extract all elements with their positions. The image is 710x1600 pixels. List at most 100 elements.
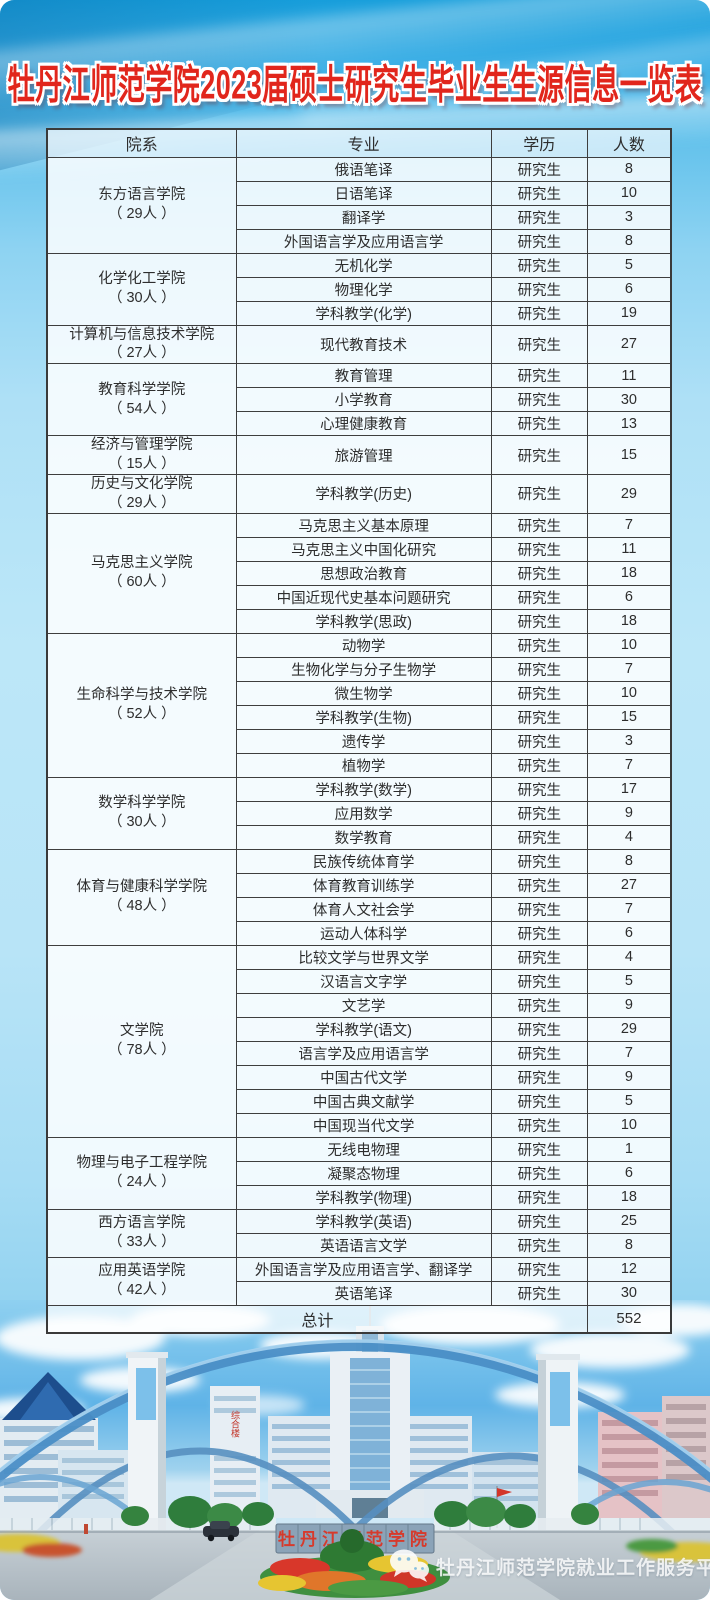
major-cell: 旅游管理 bbox=[235, 435, 492, 475]
college-name: 化学化工学院 bbox=[98, 271, 186, 288]
count-cell: 4 bbox=[586, 944, 672, 970]
count-cell: 18 bbox=[586, 608, 672, 634]
major-cell: 学科教学(生物) bbox=[235, 704, 492, 730]
count-cell: 6 bbox=[586, 1160, 672, 1186]
table-row: 数学科学学院（ 30人 ）学科教学(数学) 研究生 17 bbox=[46, 776, 672, 850]
page-title: 牡丹江师范学院2023届硕士研究生毕业生生源信息一览表 bbox=[7, 62, 703, 108]
major-cell: 遗传学 bbox=[235, 728, 492, 754]
major-cell: 中国现当代文学 bbox=[235, 1112, 492, 1138]
degree-cell: 研究生 bbox=[490, 1160, 588, 1186]
college-name: 生命科学与技术学院 bbox=[76, 687, 208, 704]
count-cell: 7 bbox=[586, 1040, 672, 1066]
degree-cell: 研究生 bbox=[490, 252, 588, 278]
major-cell: 学科教学(化学) bbox=[235, 300, 492, 326]
college-count-label: （ 60人 ） bbox=[107, 574, 176, 591]
count-cell: 8 bbox=[586, 1232, 672, 1258]
count-cell: 27 bbox=[586, 872, 672, 898]
major-cell: 学科教学(英语) bbox=[235, 1208, 492, 1234]
college-cell: 历史与文化学院 （ 29人 ） bbox=[46, 473, 237, 514]
major-cell: 马克思主义中国化研究 bbox=[235, 536, 492, 562]
degree-cell: 研究生 bbox=[490, 1256, 588, 1282]
degree-cell: 研究生 bbox=[490, 1184, 588, 1210]
major-cell: 教育管理 bbox=[235, 363, 492, 389]
college-count-label: （ 29人 ） bbox=[107, 206, 176, 222]
table-row: 心理健康教育 研究生 13 bbox=[47, 411, 672, 437]
table-row: 生命科学与技术学院（ 52人 ）动物学 研究生 10 bbox=[46, 632, 672, 778]
table-row: 体育教育训练学 研究生 27 bbox=[47, 872, 672, 898]
college-cell: 西方语言学院 （ 33人 ） bbox=[46, 1208, 237, 1258]
degree-cell: 研究生 bbox=[490, 1040, 588, 1066]
count-cell: 7 bbox=[586, 896, 672, 922]
major-cell: 马克思主义基本原理 bbox=[235, 512, 492, 538]
table-row: 西方语言学院 （ 33人 ） 学科教学(英语) 研究生 25 bbox=[46, 1208, 672, 1258]
count-cell: 29 bbox=[586, 1016, 672, 1042]
college-name: 西方语言学院 bbox=[98, 1215, 186, 1232]
count-cell: 7 bbox=[586, 752, 672, 778]
degree-cell: 研究生 bbox=[490, 1088, 588, 1114]
major-cell: 学科教学(物理) bbox=[235, 1184, 492, 1210]
table-row: 学科教学(生物) 研究生 15 bbox=[47, 704, 672, 730]
major-cell: 心理健康教育 bbox=[235, 411, 492, 437]
source-table: 院系 专业 学历 人数 东方语言学院（ 29人 ）俄语笔译 研究生 8 日语笔译 研究生… bbox=[46, 128, 672, 1335]
table-row: 体育与健康科学学院 （ 48人 ） 民族传统体育学 研究生 8 bbox=[46, 848, 672, 946]
table-row: 马克思主义学院（ 60人 ）马克思主义基本原理 研究生 7 bbox=[46, 512, 672, 634]
college-name: 教育科学学院 bbox=[98, 381, 186, 398]
table-row: 数学教育 研究生 4 bbox=[47, 824, 672, 850]
major-cell: 思想政治教育 bbox=[235, 560, 492, 586]
college-count-label: （ 52人 ） bbox=[107, 706, 176, 723]
count-cell: 8 bbox=[586, 848, 672, 874]
count-cell: 29 bbox=[586, 473, 672, 514]
major-cell: 民族传统体育学 bbox=[235, 848, 492, 874]
count-cell: 6 bbox=[586, 920, 672, 946]
table-row: 小学教育 研究生 30 bbox=[47, 387, 672, 413]
college-count-label: （ 48人 ） bbox=[107, 898, 176, 915]
major-cell: 生物化学与分子生物学 bbox=[235, 656, 492, 682]
major-cell: 中国古代文学 bbox=[235, 1064, 492, 1090]
degree-cell: 研究生 bbox=[490, 324, 588, 365]
degree-cell: 研究生 bbox=[490, 824, 588, 850]
degree-cell: 研究生 bbox=[490, 156, 588, 182]
college-count-label: （ 27人 ） bbox=[107, 345, 176, 362]
table-row: 生物化学与分子生物学 研究生 7 bbox=[47, 656, 672, 682]
degree-cell: 研究生 bbox=[490, 752, 588, 778]
car bbox=[203, 1521, 239, 1542]
total-value: 552 bbox=[586, 1304, 672, 1334]
table-row: 翻译学 研究生 3 bbox=[47, 204, 672, 230]
degree-cell: 研究生 bbox=[490, 872, 588, 898]
major-cell: 中国古典文献学 bbox=[235, 1088, 492, 1114]
count-cell: 11 bbox=[586, 536, 672, 562]
table-row: 文学院（ 78人 ）比较文学与世界文学 研究生 4 bbox=[46, 944, 672, 1138]
count-cell: 7 bbox=[586, 512, 672, 538]
count-cell: 30 bbox=[586, 387, 672, 413]
major-cell: 应用数学 bbox=[235, 800, 492, 826]
major-cell: 文艺学 bbox=[235, 992, 492, 1018]
college-name: 马克思主义学院 bbox=[91, 555, 193, 572]
college-count-label: （ 54人 ） bbox=[107, 400, 176, 417]
count-cell: 9 bbox=[586, 992, 672, 1018]
degree-cell: 研究生 bbox=[490, 944, 588, 970]
degree-cell: 研究生 bbox=[490, 1232, 588, 1258]
degree-cell: 研究生 bbox=[490, 204, 588, 230]
table-row: 中国古典文献学 研究生 5 bbox=[47, 1088, 672, 1114]
count-cell: 27 bbox=[586, 324, 672, 365]
degree-cell: 研究生 bbox=[490, 1064, 588, 1090]
trees bbox=[121, 1496, 599, 1529]
table-row: 中国现当代文学 研究生 10 bbox=[47, 1112, 672, 1138]
major-cell: 动物学 bbox=[235, 632, 492, 658]
table-row: 运动人体科学 研究生 6 bbox=[47, 920, 672, 946]
major-cell: 学科教学(数学) bbox=[235, 776, 492, 802]
college-name: 体育与健康科学学院 bbox=[76, 879, 208, 896]
college-name: 数学科学学院 bbox=[98, 795, 186, 812]
college-count-label: （ 30人 ） bbox=[107, 814, 176, 831]
gate-pillars bbox=[126, 1352, 580, 1534]
college-name: 应用英语学院 bbox=[98, 1263, 186, 1280]
major-cell: 数学教育 bbox=[235, 824, 492, 850]
count-cell: 12 bbox=[586, 1256, 672, 1282]
table-row: 学科教学(思政) 研究生 18 bbox=[47, 608, 672, 634]
degree-cell: 研究生 bbox=[490, 363, 588, 389]
count-cell: 19 bbox=[586, 300, 672, 326]
table-row: 物理化学 研究生 6 bbox=[47, 276, 672, 302]
degree-cell: 研究生 bbox=[490, 848, 588, 874]
degree-cell: 研究生 bbox=[490, 800, 588, 826]
table-row: 英语笔译 研究生 30 bbox=[47, 1280, 672, 1306]
